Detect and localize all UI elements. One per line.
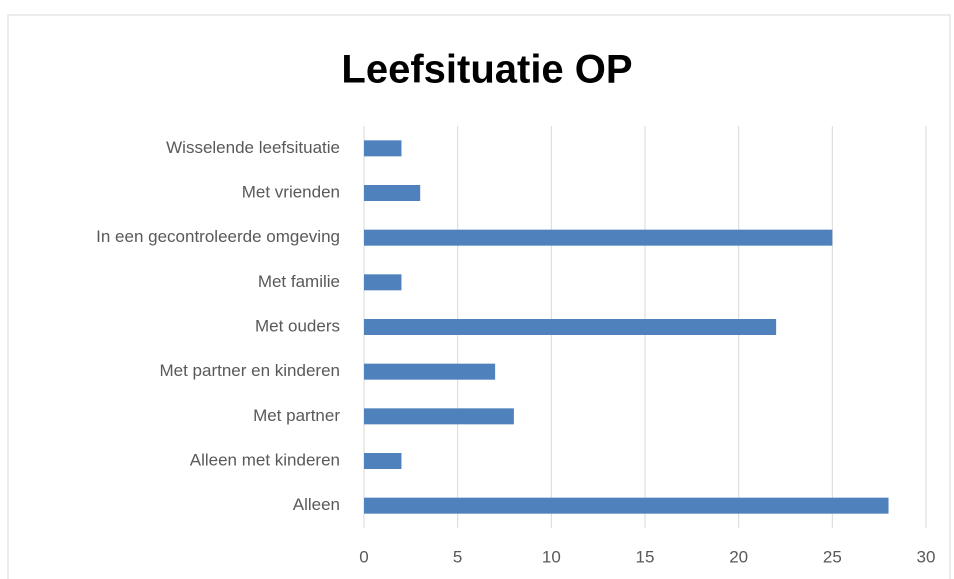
x-tick-label: 25 xyxy=(823,547,842,566)
bar xyxy=(364,408,514,425)
y-tick-label: Met vrienden xyxy=(242,182,340,201)
y-tick-label: Met ouders xyxy=(255,316,340,335)
bar xyxy=(364,453,402,469)
x-tick-label: 0 xyxy=(359,547,368,566)
bar xyxy=(364,497,889,514)
y-tick-label: Alleen met kinderen xyxy=(190,450,340,469)
y-tick-label: Met partner en kinderen xyxy=(160,361,341,380)
bar xyxy=(364,274,402,291)
x-tick-label: 5 xyxy=(453,547,462,566)
y-tick-label: In een gecontroleerde omgeving xyxy=(96,227,340,246)
chart-title: Leefsituatie OP xyxy=(341,48,632,92)
x-tick-label: 20 xyxy=(729,547,748,566)
bar xyxy=(364,185,421,201)
chart-frame xyxy=(7,14,951,579)
x-tick-label: 10 xyxy=(542,547,561,566)
bar xyxy=(364,363,496,380)
y-tick-label: Alleen xyxy=(293,495,340,514)
x-tick-label: 30 xyxy=(917,547,936,566)
y-tick-label: Wisselende leefsituatie xyxy=(166,138,340,157)
bar xyxy=(364,319,777,335)
bar xyxy=(364,229,833,246)
y-tick-label: Met partner xyxy=(253,406,340,425)
x-tick-label: 15 xyxy=(636,547,655,566)
y-tick-label: Met familie xyxy=(258,272,340,291)
bar xyxy=(364,140,402,157)
